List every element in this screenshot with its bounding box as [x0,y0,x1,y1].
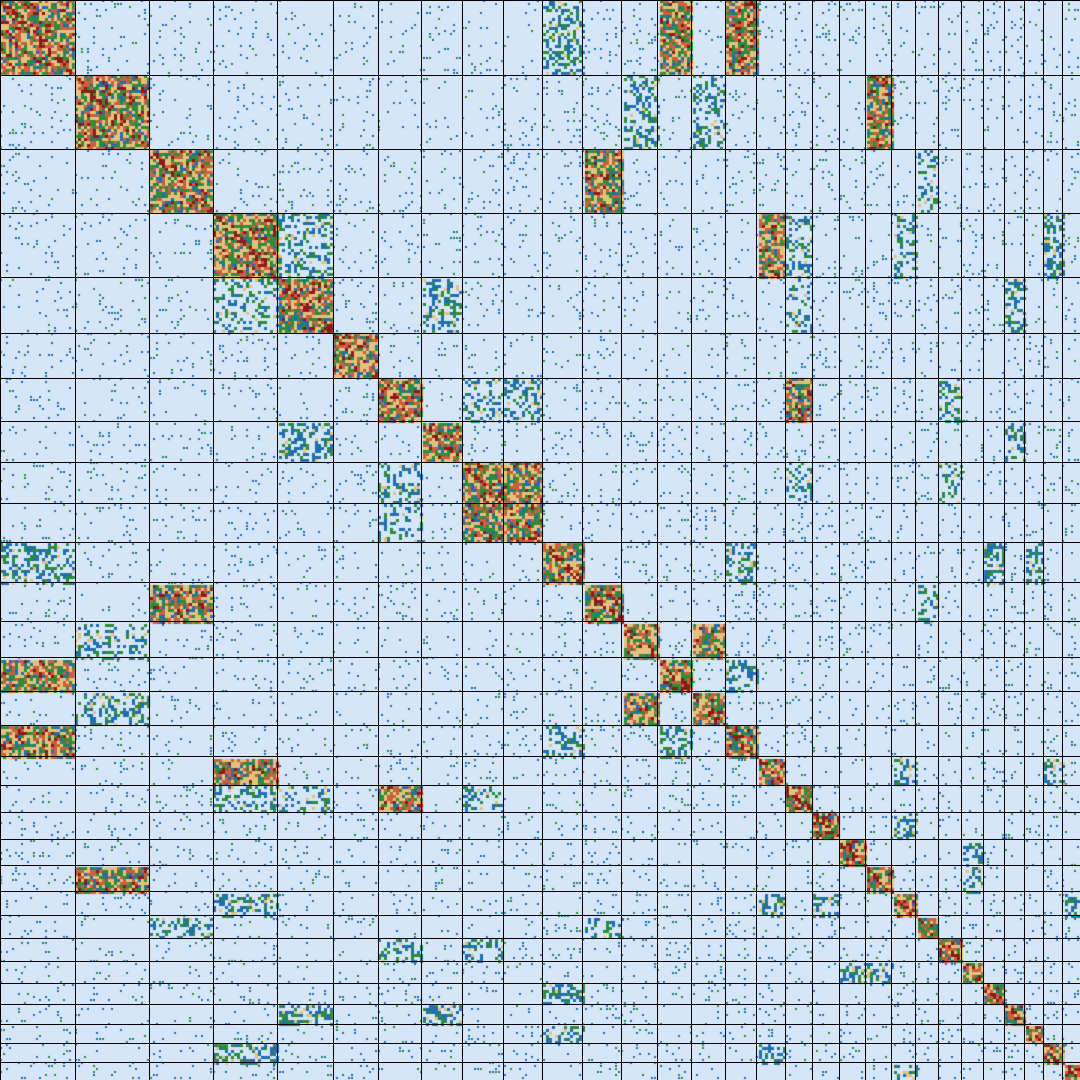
segment-grid [0,0,1080,1080]
contact-matrix [0,0,1080,1080]
heatmap-cells [0,0,1080,1080]
